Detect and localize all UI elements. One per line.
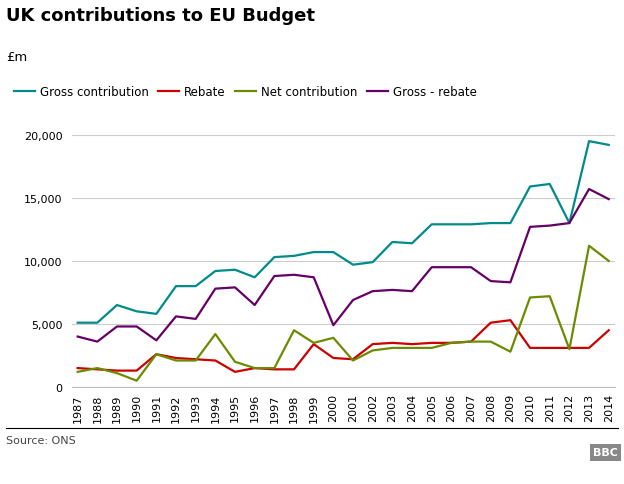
Text: £m: £m xyxy=(6,51,27,64)
Legend: Gross contribution, Rebate, Net contribution, Gross - rebate: Gross contribution, Rebate, Net contribu… xyxy=(9,81,482,103)
Text: Source: ONS: Source: ONS xyxy=(6,436,76,446)
Text: UK contributions to EU Budget: UK contributions to EU Budget xyxy=(6,7,315,25)
Text: BBC: BBC xyxy=(593,448,618,457)
